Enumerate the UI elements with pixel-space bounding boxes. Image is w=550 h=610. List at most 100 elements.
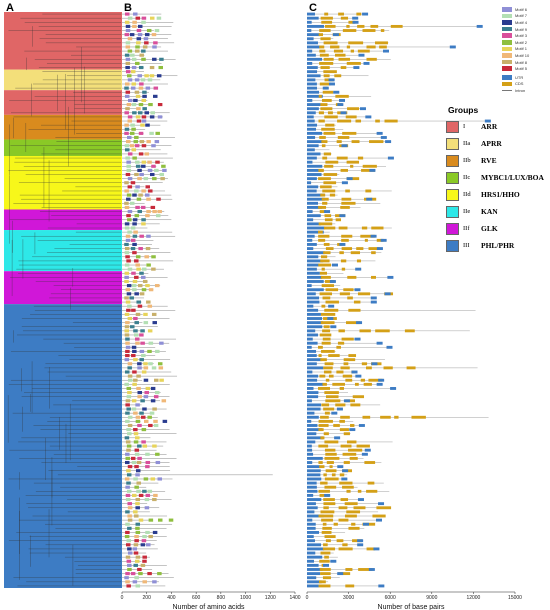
motif-box	[132, 242, 137, 247]
utr-block	[354, 337, 361, 341]
motif-box	[134, 90, 140, 94]
motif-box	[125, 300, 131, 304]
motif-box	[152, 57, 157, 61]
gene-label	[97, 120, 121, 123]
cds-block	[319, 465, 325, 469]
motif-box	[132, 288, 137, 292]
motif-box	[135, 403, 140, 407]
gene-label	[97, 231, 121, 234]
cds-block	[325, 300, 339, 304]
motif-box	[126, 407, 131, 411]
motif-label: Motif 2	[515, 39, 528, 45]
cds-block	[348, 308, 361, 312]
motif-box	[133, 230, 138, 234]
utr-block	[307, 234, 315, 238]
utr-block	[307, 160, 313, 164]
motif-box	[127, 514, 132, 518]
utr-block	[307, 78, 316, 82]
utr-block	[307, 66, 318, 69]
motif-box	[141, 539, 147, 543]
motif-box	[124, 329, 129, 333]
cds-block	[323, 325, 330, 329]
motif-box	[153, 395, 159, 399]
utr-block	[354, 288, 361, 292]
utr-block	[307, 267, 317, 271]
cds-block	[346, 61, 361, 65]
utr-block	[376, 382, 383, 386]
utr-block	[307, 99, 313, 102]
cds-block	[320, 358, 327, 362]
motif-box	[133, 333, 139, 337]
motif-box	[125, 349, 130, 353]
motif-box	[135, 419, 141, 423]
cds-block	[323, 131, 336, 135]
tick-label: 0	[121, 595, 124, 601]
utr-block	[307, 275, 323, 279]
motif-box	[127, 304, 132, 308]
utr-block	[307, 193, 325, 197]
utr-block	[387, 156, 394, 160]
motif-box	[161, 164, 166, 168]
motif-box	[135, 415, 141, 419]
phylogenetic-tree-branches	[8, 13, 121, 587]
utr-block	[307, 226, 325, 230]
motif-box	[124, 94, 130, 98]
cds-block	[320, 481, 328, 485]
motif-box	[138, 131, 144, 135]
motif-box	[140, 78, 146, 82]
cds-block	[319, 333, 332, 337]
motif-box	[141, 415, 146, 419]
motif-box	[136, 107, 141, 111]
utr-block	[307, 576, 317, 580]
gene-label	[97, 457, 121, 460]
motif-legend-entry: Motif 5	[502, 65, 548, 72]
cds-block	[356, 259, 362, 263]
motif-box	[125, 493, 131, 497]
cds-block	[322, 522, 327, 526]
gene-label	[97, 494, 121, 497]
cds-block	[406, 366, 416, 370]
motif-box	[132, 279, 138, 284]
motif-box	[143, 419, 149, 423]
motif-swatch	[502, 40, 512, 45]
utr-block	[307, 251, 325, 255]
gene-label	[97, 181, 121, 184]
utr-block	[307, 329, 316, 333]
motif-box	[137, 177, 142, 181]
motif-box	[135, 555, 141, 559]
motif-box	[148, 535, 153, 539]
motif-box	[143, 312, 148, 316]
utr-block	[307, 547, 325, 551]
gene-label	[97, 194, 121, 197]
utr-block	[307, 514, 324, 518]
tick-label: 400	[167, 595, 176, 601]
motif-box	[127, 415, 133, 419]
motif-box	[144, 506, 150, 510]
cds-block	[339, 428, 349, 432]
cds-block	[320, 185, 332, 189]
cds-block	[323, 498, 335, 501]
motif-box	[126, 395, 132, 399]
utr-block	[307, 358, 322, 362]
motif-box	[133, 440, 139, 444]
motif-box	[154, 168, 159, 172]
motif-box	[141, 16, 147, 20]
motif-box	[135, 506, 140, 510]
motif-box	[146, 209, 151, 214]
motif-box	[133, 316, 138, 321]
utr-block	[307, 94, 323, 98]
utr-block	[307, 559, 314, 563]
utr-block	[307, 568, 323, 571]
cds-block	[320, 572, 331, 576]
cds-block	[319, 53, 329, 57]
cds-block	[346, 160, 360, 164]
gene-label	[97, 21, 121, 24]
utr-block	[307, 461, 313, 464]
motif-box	[126, 469, 131, 473]
motif-box	[149, 16, 155, 20]
motif-box	[145, 530, 150, 535]
cds-block	[345, 115, 357, 119]
motif-box	[134, 275, 139, 279]
motif-box	[125, 255, 130, 259]
utr-block	[307, 584, 319, 588]
